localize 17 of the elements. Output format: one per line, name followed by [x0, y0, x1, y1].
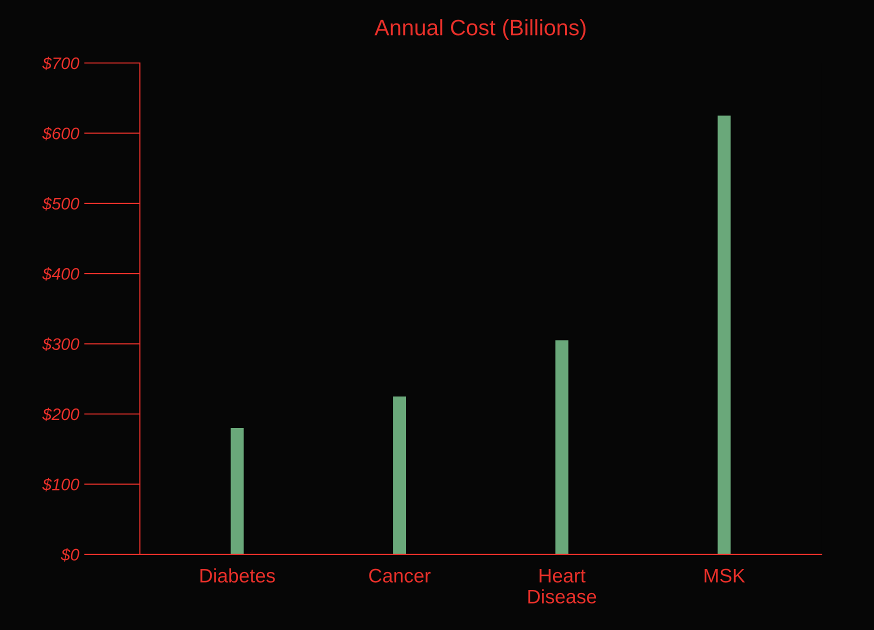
y-tick-label: $600	[42, 126, 80, 140]
y-tick-label: $300	[42, 338, 80, 351]
x-tick-label: Diabetes	[200, 568, 275, 583]
y-tick-label: $0	[60, 548, 80, 562]
y-tick-label: $500	[42, 197, 80, 211]
x-tick-label: MSK	[704, 568, 746, 583]
y-tick-label: $100	[42, 478, 80, 492]
bar	[230, 428, 244, 554]
chart-title: Annual Cost (Billions)	[374, 19, 586, 40]
bar	[718, 116, 731, 554]
bar	[555, 340, 568, 554]
y-tick-label: $700	[42, 56, 80, 70]
y-tick-label: $400	[42, 267, 80, 281]
x-tick-label: Cancer	[369, 568, 431, 583]
bar	[393, 396, 406, 554]
x-tick-label: Heart Disease	[528, 569, 596, 604]
y-tick-label: $200	[42, 408, 80, 422]
